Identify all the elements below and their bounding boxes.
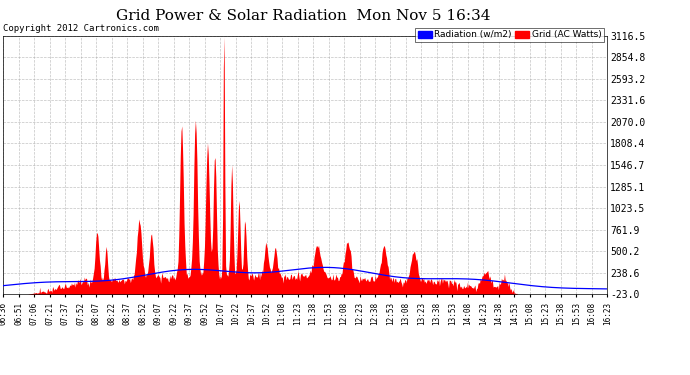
Text: Grid Power & Solar Radiation  Mon Nov 5 16:34: Grid Power & Solar Radiation Mon Nov 5 1… <box>117 9 491 23</box>
Text: Copyright 2012 Cartronics.com: Copyright 2012 Cartronics.com <box>3 24 159 33</box>
Legend: Radiation (w/m2), Grid (AC Watts): Radiation (w/m2), Grid (AC Watts) <box>415 28 604 42</box>
